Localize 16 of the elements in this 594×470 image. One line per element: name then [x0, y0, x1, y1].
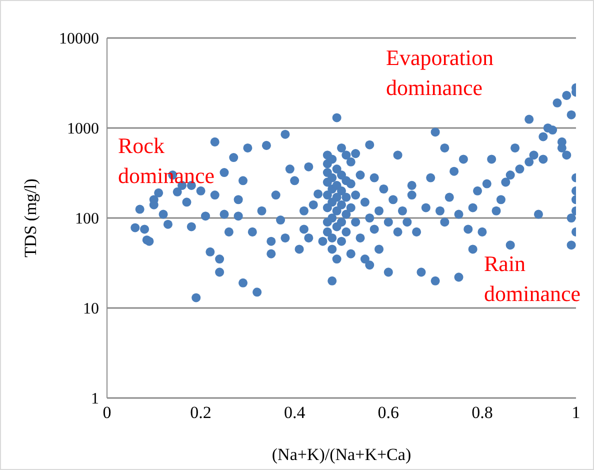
- y-tick-label: 10: [83, 300, 99, 318]
- annotation: Evaporation dominance: [386, 44, 494, 102]
- x-tick-label: 0.8: [472, 403, 493, 422]
- x-tick-label: 0.4: [284, 403, 306, 422]
- y-tick-label: 1000: [67, 120, 99, 138]
- x-tick-label: 0.6: [378, 403, 400, 422]
- y-axis-title: TDS (mg/l): [21, 178, 41, 258]
- y-tick-label: 100: [75, 210, 99, 228]
- y-tick-label: 1: [91, 390, 99, 408]
- y-tick-label: 10000: [59, 30, 99, 48]
- x-tick-label: 0: [102, 403, 112, 422]
- x-axis-title: (Na+K)/(Na+K+Ca): [270, 445, 412, 465]
- annotation: Rain dominance: [484, 250, 581, 308]
- x-tick-label: 0.2: [190, 403, 212, 422]
- x-tick-label: 1: [572, 403, 580, 422]
- annotation: Rock dominance: [118, 132, 215, 190]
